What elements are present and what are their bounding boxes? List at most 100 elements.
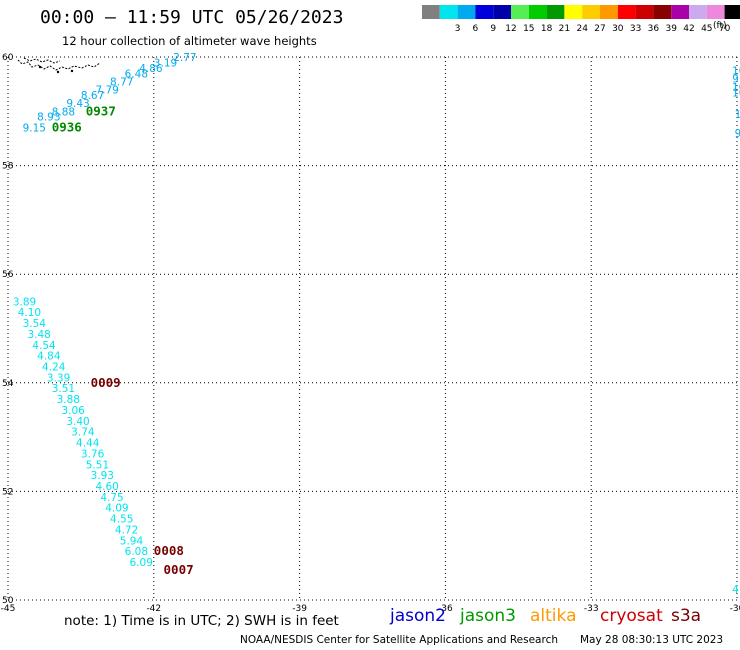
legend-swatch [635,5,654,19]
pass-time-label: 0937 [86,103,116,118]
legend-swatch [600,5,618,19]
lon-tick-label: -45 [1,604,16,614]
wave-height-value: 4.86 [139,63,163,75]
lat-tick-label: 50 [2,596,14,606]
pass-time-label: 0009 [91,375,121,390]
wave-height-value: 6.48 [125,68,148,80]
legend-label: 15 [523,24,534,34]
pass-time-label: 0007 [164,562,194,577]
page-title: 00:00 – 11:59 UTC 05/26/2023 [40,7,344,28]
wave-height-value: 8.93 [37,112,60,124]
wave-height-value: 9.15 [23,123,46,135]
pass-time-label: 0008 [154,543,184,558]
legend-swatch [564,5,583,19]
wave-height-value: 4.72 [115,524,138,536]
legend-swatch [493,5,511,19]
satellite-label-altika: altika [530,606,577,626]
lat-tick-label: 60 [2,53,14,63]
lat-tick-label: 54 [2,379,14,389]
legend-label: 42 [683,24,694,34]
units-note: note: 1) Time is in UTC; 2) SWH is in fe… [64,613,339,629]
wave-height-value: 10.2 [732,82,740,94]
legend-swatch [653,5,672,19]
legend-label: 45 [701,24,712,34]
pass-time-label: 0936 [52,120,82,135]
satellite-label-cryosat: cryosat [600,606,663,626]
legend-swatch [706,5,725,19]
lon-tick-label: -36 [438,604,453,614]
page-subtitle: 12 hour collection of altimeter wave hei… [62,34,317,48]
wave-height-value: 4.54 [32,340,56,352]
wave-height-value: 4.09 [105,503,128,515]
legend-label: 9 [490,24,496,34]
legend-swatch [439,5,458,19]
color-legend: 3 6 9 12 15 18 21 24 27 30 33 36 39 42 45 70 [422,5,740,34]
legend-unit-label: (ft) [713,21,727,31]
legend-label: 3 [455,24,461,34]
legend-label: 24 [576,24,588,34]
legend-swatch [422,5,440,19]
wave-height-value: 3.88 [57,394,80,406]
generated-timestamp: May 28 08:30:13 UTC 2023 [580,634,724,646]
legend-swatch [511,5,529,19]
legend-label: 27 [594,24,605,34]
wave-height-value: 3.39 [47,372,70,384]
legend-label: 21 [559,24,570,34]
credit-line: NOAA/NESDIS Center for Satellite Applica… [240,634,558,646]
legend-swatch [689,5,707,19]
legend-label: 12 [505,24,516,34]
wave-height-value: 10 [735,109,740,121]
wave-height-value: 3.48 [27,329,50,341]
wave-height-value: 5.51 [86,459,109,471]
legend-swatch [671,5,689,19]
wave-height-value: 6.09 [130,557,153,569]
legend-label: 18 [541,24,553,34]
wave-height-value: 9.43 [66,98,89,110]
lat-tick-label: 56 [2,270,14,280]
satellite-label-jason2: jason2 [390,606,446,626]
wave-height-value: 6.08 [125,546,148,558]
wave-height-value: 9 [735,128,740,140]
wave-height-value: 4.75 [100,492,123,504]
wave-height-value: 4.10 [18,307,41,319]
wave-height-value: 8.77 [110,76,133,88]
wave-height-value: 3.51 [52,383,75,395]
lon-tick-label: -33 [584,604,599,614]
legend-label: 6 [473,24,479,34]
legend-swatch [475,5,494,19]
map-grid [7,56,738,601]
wave-height-value: 2.77 [173,52,196,64]
wave-height-value: 3.93 [91,470,114,482]
wave-height-value: 8.67 [81,90,104,102]
wave-height-value: 8.88 [52,106,75,118]
legend-swatch [546,5,565,19]
satellite-label-s3a: s3a [671,606,702,626]
wave-height-value: 3.06 [61,405,85,417]
wave-height-value: 10.7 [732,87,740,99]
legend-label: 39 [665,24,677,34]
legend-swatch [582,5,600,19]
lon-tick-label: -39 [292,604,307,614]
wave-height-value: 4.44 [76,438,100,450]
wave-height-value: 3.19 [154,57,177,69]
wave-height-value: 4.84 [37,351,61,363]
wave-height-value: 3.54 [23,318,47,330]
lon-tick-label: -30 [730,604,740,614]
wave-height-value: 4.24 [42,362,66,374]
wave-height-value: 3.89 [13,296,36,308]
legend-swatch [528,5,547,19]
wave-height-values: 9.158.938.889.438.677.798.776.484.863.19… [13,52,740,596]
wave-height-value: 9.6 [732,74,740,86]
wave-height-value: 3.74 [71,427,95,439]
satellite-label-jason3: jason3 [460,606,516,626]
wave-height-value: 7.79 [95,85,118,97]
legend-swatch [724,5,740,19]
wave-height-value: 4 [732,584,739,596]
wave-height-value: 4.55 [110,514,133,526]
wave-height-value: 3.40 [66,416,89,428]
legend-label: 70 [719,24,731,34]
lat-tick-label: 52 [2,487,13,497]
legend-swatch [457,5,476,19]
coastline [17,57,101,74]
